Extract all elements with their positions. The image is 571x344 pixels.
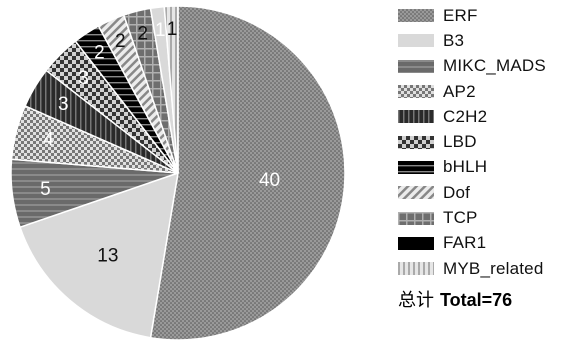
legend-swatch [398, 160, 434, 174]
pie-data-label: 2 [137, 23, 148, 44]
pie-data-label: 3 [78, 68, 89, 89]
legend-label: MIKC_MADS [443, 56, 546, 76]
pie-data-label: 13 [97, 245, 118, 266]
legend-item: ERF [398, 3, 570, 28]
legend-item: bHLH [398, 155, 570, 180]
legend-swatch [398, 85, 434, 99]
legend-label: bHLH [443, 157, 488, 177]
legend-item: MIKC_MADS [398, 54, 570, 79]
legend-label: Dof [443, 182, 471, 202]
legend-swatch [398, 110, 434, 124]
pie-data-label: 1 [155, 20, 166, 41]
legend-item: LBD [398, 129, 570, 154]
legend-swatch [398, 135, 434, 149]
legend-swatch [398, 186, 434, 200]
legend-item: B3 [398, 28, 570, 53]
pie-slice-erf [149, 5, 346, 341]
total-label-value: Total=76 [440, 290, 513, 310]
legend-label: ERF [443, 5, 478, 25]
pie-data-label: 2 [94, 42, 105, 63]
total-label-cn: 总计 [398, 290, 434, 311]
legend-label: FAR1 [443, 233, 487, 253]
legend-item: FAR1 [398, 231, 570, 256]
legend-swatch [398, 211, 434, 225]
legend-swatch [398, 34, 434, 48]
pie-data-label: 40 [259, 170, 280, 191]
legend-item: AP2 [398, 79, 570, 104]
pie-data-label: 5 [40, 179, 51, 200]
pie-data-label: 4 [43, 130, 54, 151]
legend-swatch [398, 262, 434, 276]
legend-label: C2H2 [443, 106, 488, 126]
legend-swatch [398, 9, 434, 23]
legend-item: MYB_related [398, 256, 570, 281]
legend-item: Dof [398, 180, 570, 205]
pie-data-label: 3 [58, 94, 69, 115]
total-label: 总计 Total=76 [398, 286, 512, 312]
legend-label: LBD [443, 132, 477, 152]
legend-swatch [398, 236, 434, 250]
pie-data-label: 2 [115, 31, 126, 52]
pie-data-label: 1 [167, 19, 178, 40]
legend-label: AP2 [443, 81, 476, 101]
legend-label: TCP [443, 208, 478, 228]
legend: ERF B3 MIKC_MADS AP2 C2H2 LBD bHLH Dof TCP FAR1 MY… [398, 3, 570, 281]
legend-item: C2H2 [398, 104, 570, 129]
legend-swatch [398, 59, 434, 73]
pie-slice-myb-related [163, 5, 179, 174]
legend-label: MYB_related [443, 258, 544, 278]
legend-label: B3 [443, 30, 465, 50]
legend-item: TCP [398, 205, 570, 230]
